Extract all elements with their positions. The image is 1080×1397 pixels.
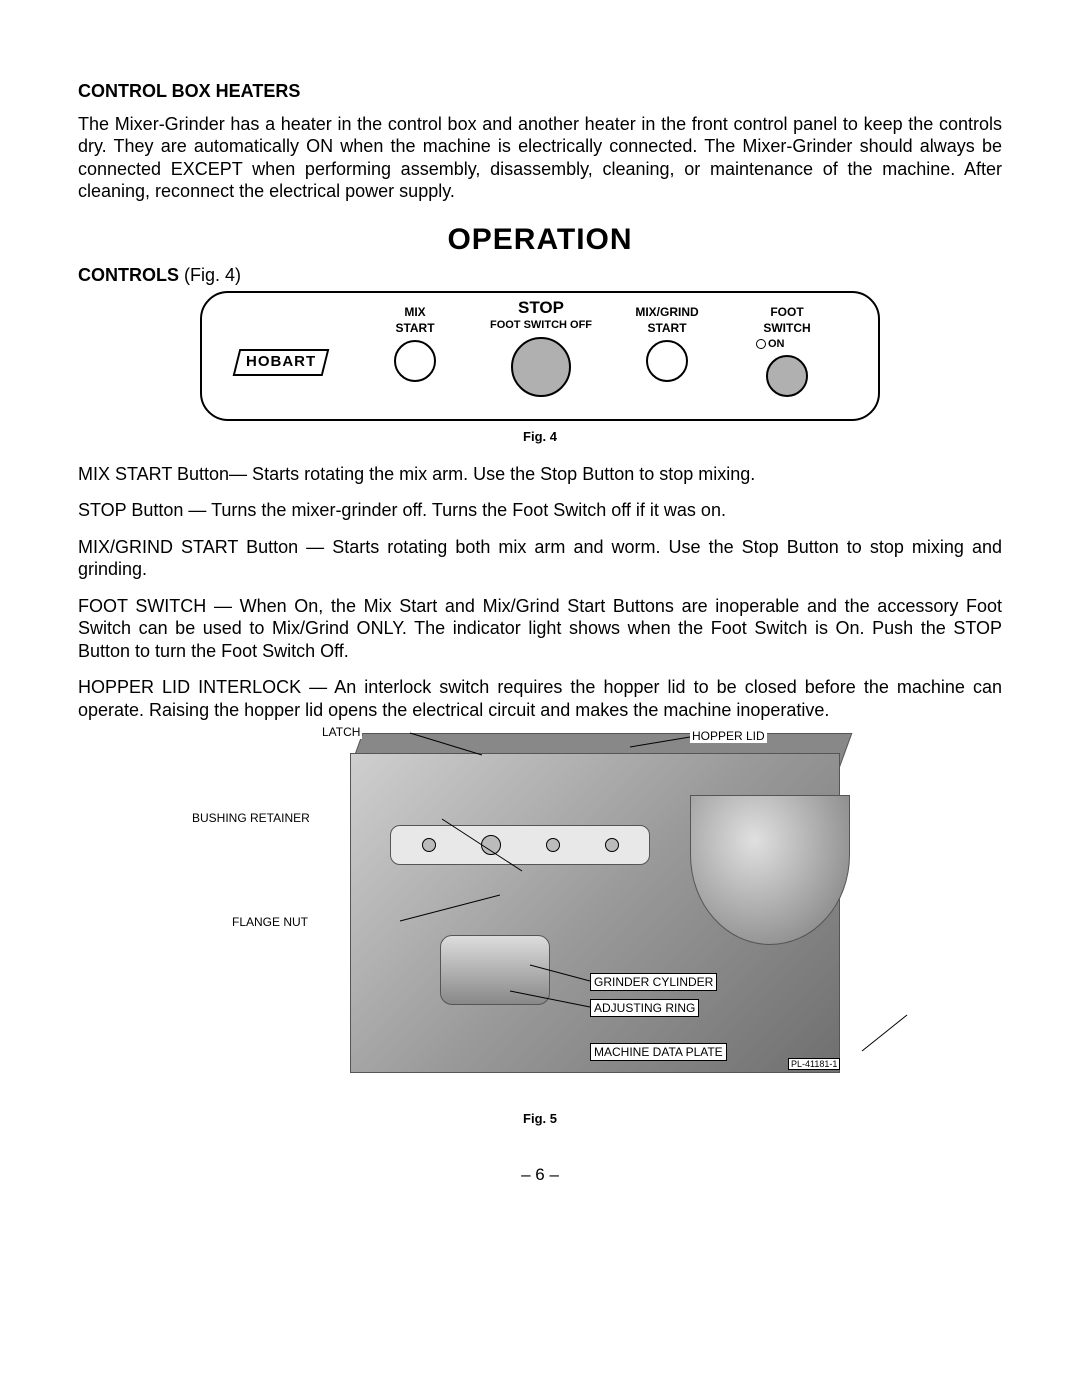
callout-adjusting-ring: ADJUSTING RING [590, 1001, 699, 1016]
callout-latch: LATCH [320, 725, 362, 740]
hobart-logo: HOBART [233, 349, 330, 376]
button-mix-grind-start [646, 340, 688, 382]
heading-operation: OPERATION [78, 221, 1002, 259]
button-stop [511, 337, 571, 397]
caption-fig-4: Fig. 4 [200, 429, 880, 445]
col-foot-switch: FOOT SWITCH ON [742, 305, 832, 398]
para-foot-switch: FOOT SWITCH — When On, the Mix Start and… [78, 595, 1002, 663]
para-control-box-heaters: The Mixer-Grinder has a heater in the co… [78, 113, 1002, 203]
label-mix-start: START [380, 321, 450, 336]
label-switch: SWITCH [742, 321, 832, 336]
para-mix-grind: MIX/GRIND START Button — Starts rotating… [78, 536, 1002, 581]
page-number: – 6 – [78, 1164, 1002, 1185]
para-hopper-lid: HOPPER LID INTERLOCK — An interlock swit… [78, 676, 1002, 721]
control-panel-outline: HOBART MIX START STOP FOOT SWITCH OFF MI… [200, 291, 880, 421]
label-foot: FOOT [742, 305, 832, 320]
col-mix-grind: MIX/GRIND START [622, 305, 712, 382]
callout-machine-data-plate: MACHINE DATA PLATE [590, 1045, 727, 1060]
para-mix-start: MIX START Button— Starts rotating the mi… [78, 463, 1002, 486]
on-indicator-icon [756, 339, 766, 349]
label-foot-switch-off: FOOT SWITCH OFF [476, 319, 606, 333]
callout-flange-nut: FLANGE NUT [230, 915, 310, 930]
callout-bushing-retainer: BUSHING RETAINER [190, 811, 312, 826]
heading-control-box-heaters: CONTROL BOX HEATERS [78, 80, 1002, 103]
mini-btn-foot [605, 838, 619, 852]
para-stop: STOP Button — Turns the mixer-grinder of… [78, 499, 1002, 522]
col-stop: STOP FOOT SWITCH OFF [476, 297, 606, 397]
label-controls-bold: CONTROLS [78, 265, 179, 285]
label-mix-grind: MIX/GRIND [622, 305, 712, 320]
figure-4-panel: HOBART MIX START STOP FOOT SWITCH OFF MI… [200, 291, 880, 445]
callout-hopper-lid: HOPPER LID [690, 729, 767, 744]
label-mix-grind-start: START [622, 321, 712, 336]
label-controls-rest: (Fig. 4) [179, 265, 241, 285]
button-mix-start [394, 340, 436, 382]
col-mix-start: MIX START [380, 305, 450, 382]
label-mix: MIX [380, 305, 450, 320]
mini-btn-mixgrind [546, 838, 560, 852]
button-foot-switch [766, 355, 808, 397]
figure-5-machine: LATCH HOPPER LID BUSHING RETAINER FLANGE… [190, 725, 890, 1105]
label-controls-fig4: CONTROLS (Fig. 4) [78, 264, 1002, 287]
label-stop: STOP [476, 297, 606, 318]
label-pl-tag: PL-41181-1 [788, 1059, 840, 1070]
machine-grinder-cylinder [440, 935, 550, 1005]
callout-grinder-cylinder: GRINDER CYLINDER [590, 975, 717, 990]
label-on-indicator: ON [756, 338, 832, 352]
caption-fig-5: Fig. 5 [78, 1111, 1002, 1127]
